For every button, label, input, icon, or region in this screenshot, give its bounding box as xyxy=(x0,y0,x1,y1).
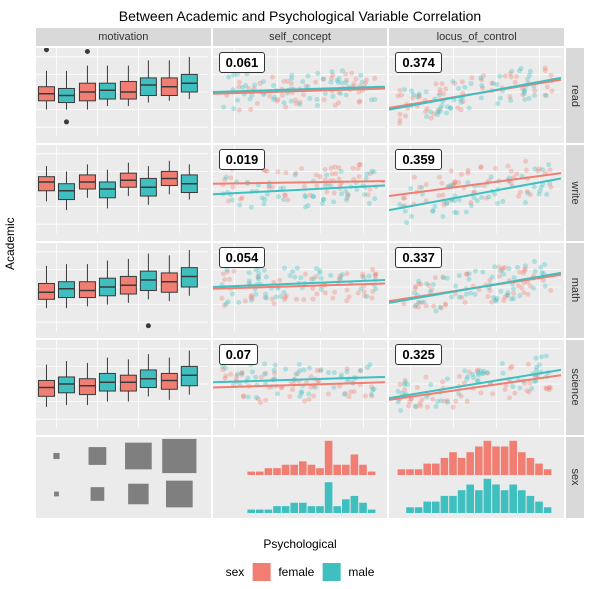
y-axis-label: Academic xyxy=(3,217,17,270)
mosaic-svg xyxy=(36,437,208,513)
figure: Between Academic and Psychological Varia… xyxy=(0,0,600,589)
col-strip-motivation: motivation xyxy=(36,28,211,46)
legend: sex female male xyxy=(226,563,375,581)
corr-label: 0.325 xyxy=(395,344,442,365)
row-strip-write: write xyxy=(566,145,584,240)
boxplot-svg xyxy=(36,340,208,428)
panel-math-self_concept: 0.054 xyxy=(213,243,388,338)
panel-science-motivation: 3040506070 xyxy=(36,340,211,435)
corr-label: 0.07 xyxy=(219,344,258,365)
legend-label-male: male xyxy=(348,565,374,579)
grid-row-write: 3040506070 0.019 0.359 write xyxy=(36,145,584,240)
corr-label: 0.019 xyxy=(219,149,266,170)
legend-key-female xyxy=(252,563,270,581)
corr-label: 0.337 xyxy=(395,247,442,268)
boxplot-svg xyxy=(36,145,208,233)
hist-svg xyxy=(213,437,385,513)
panel-math-locus_of_control: 0.337 xyxy=(389,243,564,338)
hist-svg xyxy=(389,437,561,513)
row-strip-read: read xyxy=(566,48,584,143)
col-strip-locus: locus_of_control xyxy=(389,28,564,46)
panel-sex-self_concept: -2-101 xyxy=(213,437,388,518)
legend-title: sex xyxy=(226,565,245,579)
panel-read-self_concept: 0.061 xyxy=(213,48,388,143)
panel-write-self_concept: 0.019 xyxy=(213,145,388,240)
panel-sex-locus_of_control: -2-101 xyxy=(389,437,564,518)
panel-sex-motivation: male female1234 xyxy=(36,437,211,518)
corr-label: 0.374 xyxy=(395,52,442,73)
x-axis-label: Psychological xyxy=(263,537,336,551)
corr-label: 0.359 xyxy=(395,149,442,170)
panel-science-locus_of_control: 0.325 xyxy=(389,340,564,435)
legend-label-female: female xyxy=(278,565,314,579)
row-strip-sex: sex xyxy=(566,437,584,518)
panel-write-locus_of_control: 0.359 xyxy=(389,145,564,240)
grid-row-read: 3040506070 0.061 0.374 read xyxy=(36,48,584,143)
corr-label: 0.054 xyxy=(219,247,266,268)
row-strip-science: science xyxy=(566,340,584,435)
corr-label: 0.061 xyxy=(219,52,266,73)
column-strip-row: motivation self_concept locus_of_control xyxy=(36,28,584,46)
panel-read-motivation: 3040506070 xyxy=(36,48,211,143)
grid-row-sex: male female1234-2-101-2-101sex xyxy=(36,437,584,518)
boxplot-svg xyxy=(36,48,208,136)
row-strip-math: math xyxy=(566,243,584,338)
panel-math-motivation: 3040506070 xyxy=(36,243,211,338)
plot-area: motivation self_concept locus_of_control… xyxy=(36,28,584,518)
grid-row-science: 3040506070 0.07 0.325 science xyxy=(36,340,584,435)
col-strip-self-concept: self_concept xyxy=(213,28,388,46)
legend-key-male xyxy=(322,563,340,581)
boxplot-svg xyxy=(36,243,208,331)
grid-row-math: 3040506070 0.054 0.337 math xyxy=(36,243,584,338)
plot-title: Between Academic and Psychological Varia… xyxy=(0,0,600,28)
panel-write-motivation: 3040506070 xyxy=(36,145,211,240)
panel-read-locus_of_control: 0.374 xyxy=(389,48,564,143)
panel-science-self_concept: 0.07 xyxy=(213,340,388,435)
